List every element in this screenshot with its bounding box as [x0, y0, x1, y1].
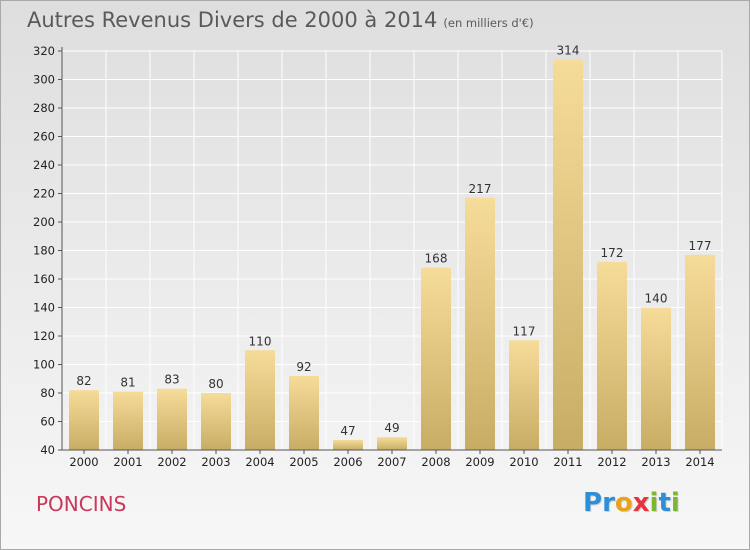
bar-2010: [509, 340, 539, 450]
proxiti-logo[interactable]: Proxiti: [583, 488, 680, 518]
value-label: 177: [689, 239, 712, 253]
y-tick-label: 260: [33, 130, 55, 144]
bar-2012: [597, 261, 627, 450]
value-label: 47: [340, 424, 355, 438]
logo-letter: r: [602, 488, 615, 518]
labels: 40 60 80 100 120 140 160 180 200 220 240 260 280 300 3…: [33, 44, 715, 469]
y-tick-label: 40: [40, 443, 55, 457]
y-tick-label: 220: [33, 187, 55, 201]
x-tick-label: 2009: [465, 455, 494, 469]
value-label: 82: [76, 374, 91, 388]
bar-2014: [685, 254, 715, 450]
x-tick-label: 2013: [641, 455, 670, 469]
y-tick-label: 120: [33, 329, 55, 343]
value-label: 83: [164, 373, 179, 387]
value-label: 110: [249, 334, 272, 348]
y-tick-label: 160: [33, 272, 55, 286]
logo-letter: t: [658, 488, 671, 518]
x-tick-label: 2005: [289, 455, 318, 469]
chart-title-text: Autres Revenus Divers de 2000 à 2014: [27, 8, 438, 32]
value-label: 49: [384, 421, 399, 435]
bar-2002: [157, 388, 187, 450]
x-tick-label: 2006: [333, 455, 362, 469]
bars: [69, 59, 715, 451]
logo-letter: x: [632, 488, 650, 518]
y-tick-label: 320: [33, 44, 55, 58]
bar-2009: [465, 197, 495, 450]
logo-letter: i: [649, 488, 659, 518]
bar-2006: [333, 440, 363, 450]
bar-2011: [553, 59, 583, 451]
bar-2007: [377, 437, 407, 450]
value-label: 172: [601, 246, 624, 260]
logo-letter: i: [670, 488, 680, 518]
x-tick-label: 2010: [509, 455, 538, 469]
logo-letter: P: [583, 488, 603, 518]
chart-unit: (en milliers d'€): [443, 16, 534, 30]
x-tick-label: 2000: [69, 455, 98, 469]
x-tick-label: 2007: [377, 455, 406, 469]
x-tick-label: 2011: [553, 455, 582, 469]
value-label: 80: [208, 377, 223, 391]
value-label: 140: [645, 292, 668, 306]
value-label: 117: [513, 324, 536, 338]
bar-2013: [641, 307, 671, 450]
bar-2004: [245, 350, 275, 450]
y-tick-label: 300: [33, 73, 55, 87]
x-tick-label: 2001: [113, 455, 142, 469]
bar-2000: [69, 390, 99, 450]
x-tick-label: 2014: [685, 455, 714, 469]
y-tick-label: 240: [33, 158, 55, 172]
commune-name: PONCINS: [36, 492, 127, 516]
value-label: 314: [557, 44, 580, 58]
y-tick-label: 80: [40, 386, 55, 400]
axes: [58, 47, 722, 454]
x-tick-label: 2002: [157, 455, 186, 469]
x-tick-label: 2003: [201, 455, 230, 469]
y-tick-label: 140: [33, 301, 55, 315]
y-tick-label: 60: [40, 415, 55, 429]
y-tick-label: 280: [33, 101, 55, 115]
value-label: 168: [425, 252, 448, 266]
y-tick-label: 100: [33, 358, 55, 372]
chart-title: Autres Revenus Divers de 2000 à 2014 (en …: [27, 8, 534, 32]
y-tick-label: 180: [33, 244, 55, 258]
logo-letter: o: [614, 488, 633, 518]
value-label: 92: [296, 360, 311, 374]
bar-2003: [201, 393, 231, 450]
value-label: 81: [120, 376, 135, 390]
bar-2005: [289, 375, 319, 450]
y-tick-label: 200: [33, 215, 55, 229]
x-tick-label: 2008: [421, 455, 450, 469]
x-tick-label: 2004: [245, 455, 274, 469]
bar-2001: [113, 391, 143, 450]
x-tick-label: 2012: [597, 455, 626, 469]
bar-2008: [421, 267, 451, 450]
value-label: 217: [469, 182, 492, 196]
